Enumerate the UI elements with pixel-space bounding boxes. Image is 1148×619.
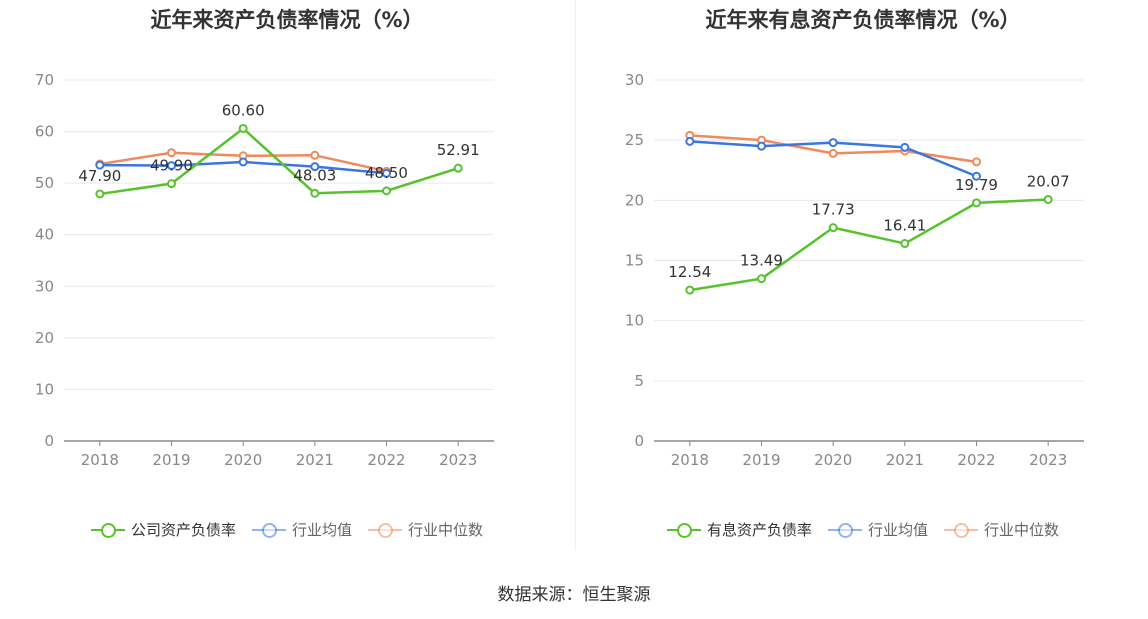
data-label: 12.54 [668,263,711,281]
data-label: 52.91 [437,141,480,159]
legend-item[interactable]: 行业中位数 [944,519,1059,540]
legend-label: 行业均值 [291,521,352,539]
legend-label: 公司资产负债率 [130,521,236,539]
data-label: 13.49 [740,252,783,270]
y-tick-label: 0 [44,432,54,450]
y-tick-label: 40 [35,226,54,244]
y-tick-label: 10 [35,380,54,398]
data-point[interactable] [167,179,176,189]
series-line-0 [99,127,459,196]
legend-item[interactable]: 行业中位数 [368,519,483,540]
chart-panel-interest-bearing-debt-ratio: 近年来有息资产负债率情况（%） 0 5 10 15 20 25 30 2018 2019 2020… [576,0,1148,560]
legend-marker-icon [944,520,978,540]
data-point[interactable] [310,150,320,160]
data-label: 48.03 [293,166,336,184]
x-tick-label: 2021 [296,451,334,469]
data-label: 47.90 [78,167,121,185]
data-label: 48.50 [365,164,408,182]
y-tick-label: 20 [35,329,54,347]
y-tick-label: 60 [35,123,54,141]
panel-divider [575,0,576,550]
data-label: 49.90 [150,157,193,175]
y-tick-label: 50 [35,174,54,192]
chart-panel-debt-ratio: 近年来资产负债率情况（%） 0 10 20 30 40 50 60 70 2018 2019 202… [0,0,574,560]
data-point[interactable] [972,198,981,208]
x-tick-label: 2023 [1029,451,1067,469]
legend-marker-icon [666,520,701,540]
legend-label: 有息资产负债率 [706,521,812,539]
legend-marker-icon [827,520,862,540]
chart-legend: 有息资产负债率 行业均值 行业中位数 [576,519,1148,540]
data-point[interactable] [828,138,838,148]
data-label: 17.73 [812,201,855,219]
legend-item[interactable]: 有息资产负债率 [666,519,812,540]
series-line-0 [689,198,1049,292]
chart-title: 近年来有息资产负债率情况（%） [705,8,1021,32]
data-point[interactable] [167,148,176,158]
x-tick-label: 2021 [886,451,924,469]
data-point[interactable] [1043,194,1053,204]
x-tick-label: 2020 [224,451,262,469]
chart-legend: 公司资产负债率 行业均值 行业中位数 [0,519,574,540]
x-tick-label: 2023 [439,451,477,469]
data-point[interactable] [453,163,463,173]
data-point[interactable] [972,171,981,181]
data-label: 60.60 [222,101,265,119]
x-tick-label: 2022 [957,451,995,469]
data-point[interactable] [238,123,248,133]
y-tick-label: 30 [35,277,54,295]
data-point[interactable] [310,162,320,172]
data-point[interactable] [828,223,838,233]
data-point[interactable] [757,274,766,284]
legend-item[interactable]: 行业均值 [827,519,928,540]
data-point[interactable] [95,160,105,170]
data-point[interactable] [238,157,248,167]
data-point[interactable] [382,186,391,196]
data-label: 19.79 [955,176,998,194]
legend-label: 行业中位数 [984,521,1060,539]
y-tick-label: 70 [35,71,54,89]
x-tick-label: 2019 [152,451,190,469]
x-tick-label: 2022 [367,451,405,469]
y-tick-label: 5 [634,372,644,390]
legend-label: 行业均值 [867,521,928,539]
data-point[interactable] [95,189,105,199]
y-tick-label: 10 [625,312,644,330]
chart-title: 近年来资产负债率情况（%） [150,8,424,32]
x-tick-label: 2018 [81,451,119,469]
data-point[interactable] [828,148,838,158]
y-tick-label: 20 [625,191,644,209]
legend-item[interactable]: 公司资产负债率 [90,519,236,540]
y-tick-label: 25 [625,131,644,149]
line-chart: 0 5 10 15 20 25 30 2018 2019 2020 2021 2022 2023 12.5… [625,71,1084,469]
legend-item[interactable]: 行业均值 [251,519,352,540]
y-tick-label: 30 [625,71,644,89]
data-point[interactable] [167,161,176,171]
x-tick-label: 2018 [671,451,709,469]
data-point[interactable] [972,157,981,167]
data-point[interactable] [757,141,766,151]
data-point[interactable] [685,136,695,146]
line-chart: 0 10 20 30 40 50 60 70 2018 2019 2020 2021 2022 2023 4… [35,71,494,469]
legend-marker-icon [90,520,125,540]
legend-marker-icon [251,520,286,540]
data-point[interactable] [310,188,320,198]
data-point[interactable] [685,285,695,295]
data-point[interactable] [900,239,910,249]
data-point[interactable] [900,142,910,152]
x-tick-label: 2020 [814,451,852,469]
y-tick-label: 15 [625,252,644,270]
x-tick-label: 2019 [742,451,780,469]
data-label: 20.07 [1027,172,1070,190]
legend-label: 行业中位数 [408,521,484,539]
data-label: 16.41 [883,217,926,235]
legend-marker-icon [368,520,402,540]
data-source-label: 数据来源：恒生聚源 [497,585,651,605]
data-point[interactable] [382,168,391,178]
y-tick-label: 0 [634,432,644,450]
